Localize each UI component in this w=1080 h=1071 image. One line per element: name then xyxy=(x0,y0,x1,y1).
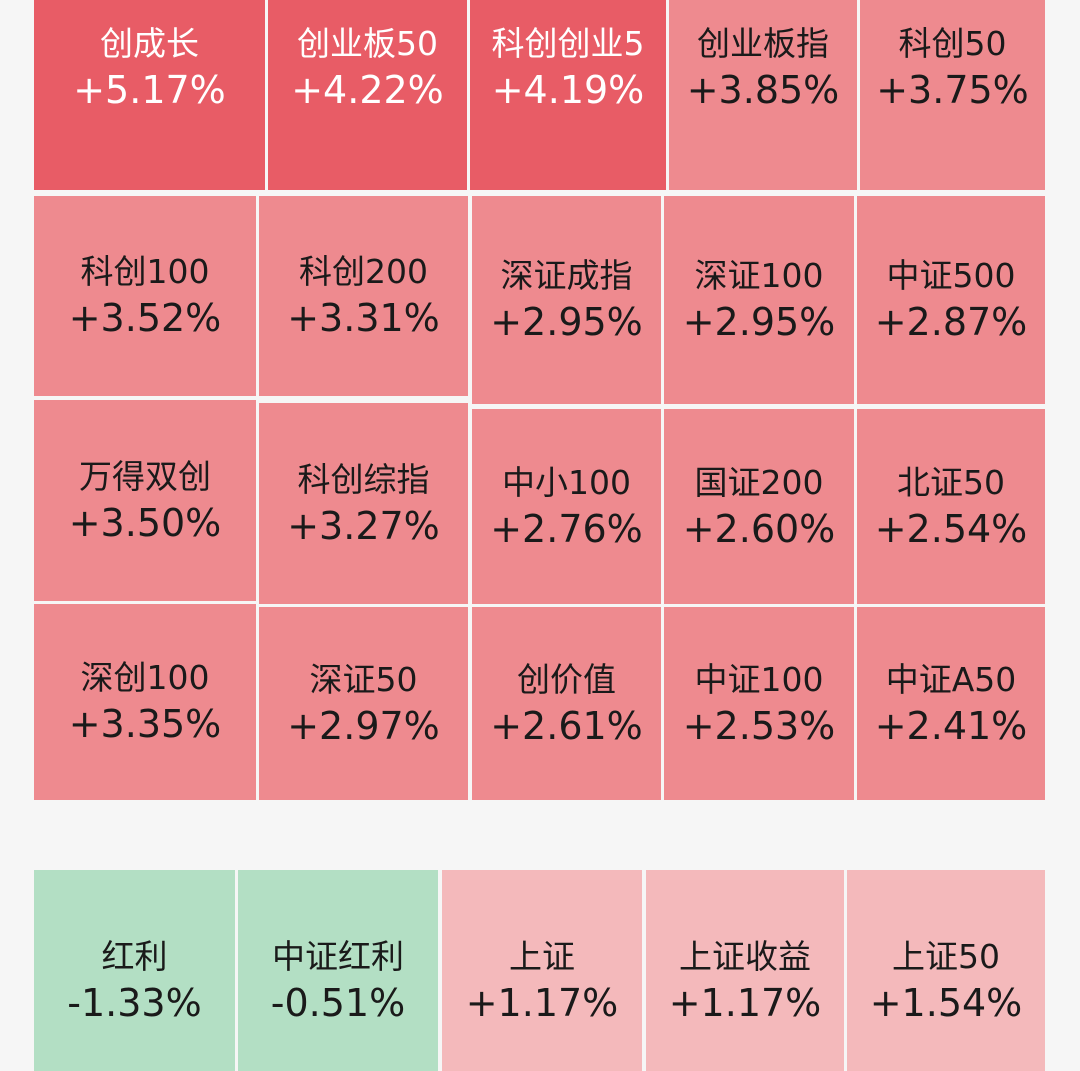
index-change: +2.87% xyxy=(874,300,1028,344)
index-change: -0.51% xyxy=(270,980,406,1025)
index-tile[interactable]: 上证收益 +1.17% xyxy=(646,870,844,1071)
index-change: +4.22% xyxy=(291,68,444,112)
index-name: 科创创业5 xyxy=(491,24,645,63)
index-name: 中证红利 xyxy=(272,936,404,976)
index-change: +3.85% xyxy=(686,68,840,112)
index-name: 中小100 xyxy=(502,462,631,502)
index-name: 创成长 xyxy=(100,24,199,63)
index-tile[interactable]: 科创综指 +3.27% xyxy=(259,403,468,604)
index-change: +2.76% xyxy=(490,506,643,551)
index-name: 上证 xyxy=(509,936,575,976)
index-change: +3.35% xyxy=(68,702,222,746)
index-tile[interactable]: 中证A50 +2.41% xyxy=(857,607,1045,800)
index-name: 科创200 xyxy=(299,252,428,291)
index-name: 创业板指 xyxy=(697,24,829,63)
index-change: +3.31% xyxy=(287,296,440,340)
index-tile[interactable]: 中证红利 -0.51% xyxy=(238,870,438,1071)
index-tile[interactable]: 科创200 +3.31% xyxy=(259,196,468,396)
index-tile[interactable]: 上证50 +1.54% xyxy=(847,870,1045,1071)
index-name: 深创100 xyxy=(80,658,210,697)
index-name: 上证50 xyxy=(892,936,1000,976)
index-tile[interactable]: 中小100 +2.76% xyxy=(472,409,661,604)
index-change: +2.41% xyxy=(874,703,1028,748)
index-change: +2.54% xyxy=(874,506,1028,551)
index-tile[interactable]: 深创100 +3.35% xyxy=(34,604,256,800)
index-tile[interactable]: 深证50 +2.97% xyxy=(259,607,468,800)
index-tile[interactable]: 深证成指 +2.95% xyxy=(472,196,661,404)
index-tile[interactable]: 创业板50 +4.22% xyxy=(268,0,467,190)
index-change: +2.97% xyxy=(287,703,440,748)
index-tile[interactable]: 深证100 +2.95% xyxy=(664,196,854,404)
index-name: 北证50 xyxy=(897,462,1005,502)
index-change: +3.52% xyxy=(68,296,222,340)
index-tile[interactable]: 创成长 +5.17% xyxy=(34,0,265,190)
index-name: 科创100 xyxy=(80,252,210,291)
index-change: +5.17% xyxy=(73,68,226,112)
index-tile[interactable]: 创价值 +2.61% xyxy=(472,607,661,800)
index-tile[interactable]: 国证200 +2.60% xyxy=(664,409,854,604)
index-tile[interactable]: 科创100 +3.52% xyxy=(34,196,256,396)
index-change: +2.95% xyxy=(682,300,836,344)
index-tile[interactable]: 上证 +1.17% xyxy=(442,870,642,1071)
index-change: +3.75% xyxy=(876,68,1029,112)
index-name: 红利 xyxy=(101,936,168,976)
index-name: 深证成指 xyxy=(500,256,633,295)
index-tile[interactable]: 科创创业5 +4.19% xyxy=(470,0,666,190)
index-change: +2.61% xyxy=(490,703,643,748)
index-name: 国证200 xyxy=(694,462,824,502)
index-name: 万得双创 xyxy=(79,456,211,496)
index-change: +3.27% xyxy=(287,503,440,548)
index-name: 深证50 xyxy=(309,659,418,699)
index-tile[interactable]: 中证100 +2.53% xyxy=(664,607,854,800)
index-name: 中证A50 xyxy=(885,659,1017,699)
index-name: 深证100 xyxy=(694,256,824,295)
index-change: +2.95% xyxy=(490,300,643,344)
index-name: 中证100 xyxy=(694,659,824,699)
index-name: 创业板50 xyxy=(297,24,438,63)
index-tile[interactable]: 万得双创 +3.50% xyxy=(34,400,256,601)
index-change: -1.33% xyxy=(67,980,202,1025)
index-change: +4.19% xyxy=(491,68,645,112)
index-name: 中证500 xyxy=(886,256,1016,295)
index-name: 创价值 xyxy=(517,659,616,699)
index-tile[interactable]: 中证500 +2.87% xyxy=(857,196,1045,404)
index-change: +1.54% xyxy=(869,980,1023,1025)
index-change: +1.17% xyxy=(668,980,822,1025)
index-name: 科创50 xyxy=(898,24,1007,63)
index-tile[interactable]: 北证50 +2.54% xyxy=(857,409,1045,604)
index-tile[interactable]: 科创50 +3.75% xyxy=(860,0,1045,190)
index-tile[interactable]: 创业板指 +3.85% xyxy=(669,0,857,190)
index-tile[interactable]: 红利 -1.33% xyxy=(34,870,235,1071)
index-name: 上证收益 xyxy=(679,936,811,976)
index-change: +2.53% xyxy=(682,703,836,748)
index-change: +3.50% xyxy=(68,500,222,545)
index-change: +2.60% xyxy=(682,506,836,551)
index-name: 科创综指 xyxy=(297,459,430,499)
index-change: +1.17% xyxy=(465,980,619,1025)
